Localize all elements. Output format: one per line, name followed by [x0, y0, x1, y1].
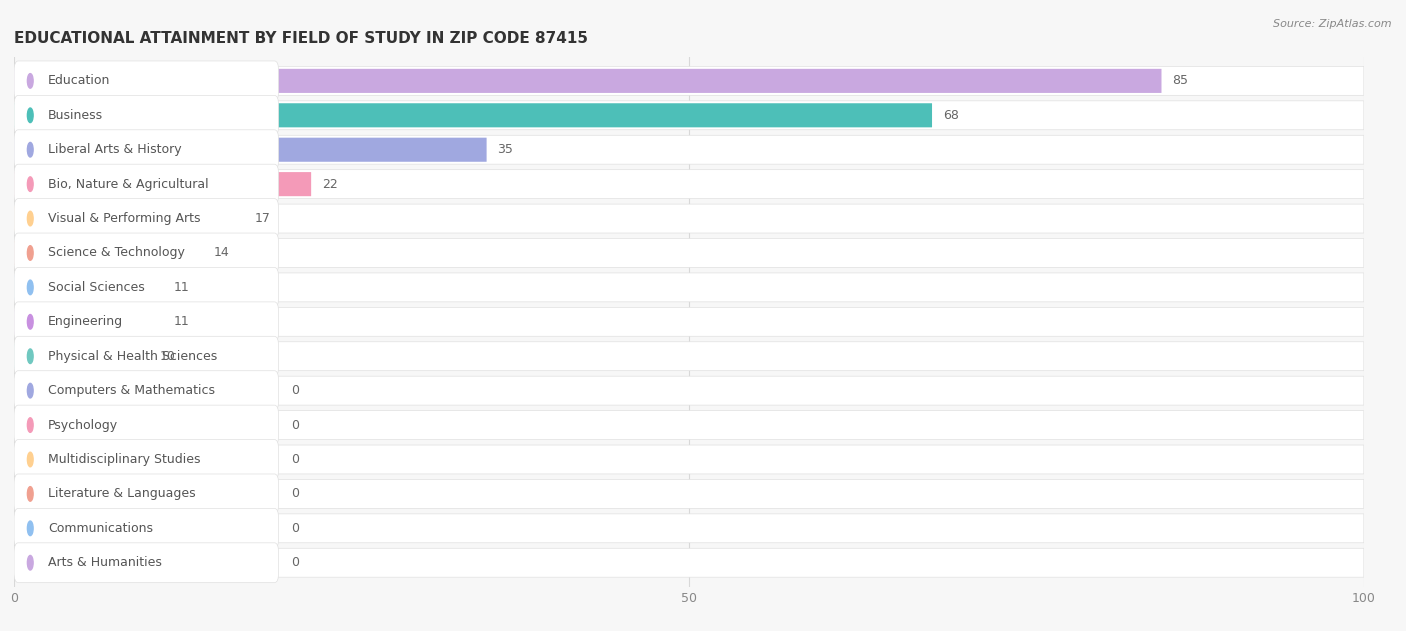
FancyBboxPatch shape: [14, 344, 149, 369]
FancyBboxPatch shape: [14, 61, 278, 101]
Text: EDUCATIONAL ATTAINMENT BY FIELD OF STUDY IN ZIP CODE 87415: EDUCATIONAL ATTAINMENT BY FIELD OF STUDY…: [14, 31, 588, 46]
FancyBboxPatch shape: [14, 95, 278, 135]
Text: Literature & Languages: Literature & Languages: [48, 487, 195, 500]
Circle shape: [27, 521, 34, 536]
Text: Computers & Mathematics: Computers & Mathematics: [48, 384, 215, 397]
FancyBboxPatch shape: [14, 268, 278, 307]
Text: Source: ZipAtlas.com: Source: ZipAtlas.com: [1274, 19, 1392, 29]
FancyBboxPatch shape: [14, 239, 1364, 268]
FancyBboxPatch shape: [14, 69, 1161, 93]
Circle shape: [27, 418, 34, 432]
FancyBboxPatch shape: [14, 509, 278, 548]
Text: 0: 0: [291, 418, 298, 432]
FancyBboxPatch shape: [14, 376, 1364, 405]
Text: Visual & Performing Arts: Visual & Performing Arts: [48, 212, 200, 225]
Text: Engineering: Engineering: [48, 316, 122, 328]
FancyBboxPatch shape: [14, 101, 1364, 130]
Text: Arts & Humanities: Arts & Humanities: [48, 557, 162, 569]
Circle shape: [27, 384, 34, 398]
FancyBboxPatch shape: [14, 307, 1364, 336]
FancyBboxPatch shape: [14, 440, 278, 480]
Text: Business: Business: [48, 109, 103, 122]
Circle shape: [27, 177, 34, 191]
FancyBboxPatch shape: [14, 233, 278, 273]
FancyBboxPatch shape: [14, 514, 1364, 543]
FancyBboxPatch shape: [14, 411, 1364, 440]
FancyBboxPatch shape: [14, 130, 278, 170]
Text: 0: 0: [291, 522, 298, 535]
FancyBboxPatch shape: [14, 480, 1364, 509]
FancyBboxPatch shape: [14, 164, 278, 204]
Circle shape: [27, 74, 34, 88]
FancyBboxPatch shape: [14, 273, 1364, 302]
Text: 11: 11: [173, 281, 188, 294]
FancyBboxPatch shape: [14, 371, 278, 411]
Circle shape: [27, 280, 34, 295]
Text: 0: 0: [291, 384, 298, 397]
Text: Multidisciplinary Studies: Multidisciplinary Studies: [48, 453, 200, 466]
FancyBboxPatch shape: [14, 103, 932, 127]
Text: Education: Education: [48, 74, 110, 87]
Text: 17: 17: [254, 212, 270, 225]
Text: Psychology: Psychology: [48, 418, 118, 432]
FancyBboxPatch shape: [14, 405, 278, 445]
FancyBboxPatch shape: [14, 172, 311, 196]
Text: 85: 85: [1173, 74, 1188, 87]
Text: 14: 14: [214, 247, 229, 259]
Text: 68: 68: [942, 109, 959, 122]
Circle shape: [27, 349, 34, 363]
FancyBboxPatch shape: [14, 543, 278, 582]
FancyBboxPatch shape: [14, 199, 278, 239]
FancyBboxPatch shape: [14, 474, 278, 514]
Text: Science & Technology: Science & Technology: [48, 247, 184, 259]
Circle shape: [27, 143, 34, 157]
FancyBboxPatch shape: [14, 135, 1364, 164]
Text: Communications: Communications: [48, 522, 153, 535]
FancyBboxPatch shape: [14, 275, 163, 300]
Text: 0: 0: [291, 487, 298, 500]
FancyBboxPatch shape: [14, 336, 278, 376]
FancyBboxPatch shape: [14, 138, 486, 162]
FancyBboxPatch shape: [14, 342, 1364, 370]
Circle shape: [27, 314, 34, 329]
FancyBboxPatch shape: [14, 445, 1364, 474]
Text: Bio, Nature & Agricultural: Bio, Nature & Agricultural: [48, 178, 208, 191]
FancyBboxPatch shape: [14, 302, 278, 342]
Circle shape: [27, 211, 34, 226]
Text: 0: 0: [291, 453, 298, 466]
Circle shape: [27, 245, 34, 260]
Text: Liberal Arts & History: Liberal Arts & History: [48, 143, 181, 156]
Text: 35: 35: [498, 143, 513, 156]
FancyBboxPatch shape: [14, 170, 1364, 199]
Text: 11: 11: [173, 316, 188, 328]
Circle shape: [27, 108, 34, 122]
Text: Physical & Health Sciences: Physical & Health Sciences: [48, 350, 217, 363]
FancyBboxPatch shape: [14, 310, 163, 334]
Circle shape: [27, 555, 34, 570]
Circle shape: [27, 487, 34, 501]
FancyBboxPatch shape: [14, 241, 202, 265]
FancyBboxPatch shape: [14, 66, 1364, 95]
FancyBboxPatch shape: [14, 548, 1364, 577]
Circle shape: [27, 452, 34, 467]
Text: Social Sciences: Social Sciences: [48, 281, 145, 294]
Text: 0: 0: [291, 557, 298, 569]
FancyBboxPatch shape: [14, 204, 1364, 233]
Text: 22: 22: [322, 178, 337, 191]
Text: 10: 10: [160, 350, 176, 363]
FancyBboxPatch shape: [14, 206, 243, 230]
